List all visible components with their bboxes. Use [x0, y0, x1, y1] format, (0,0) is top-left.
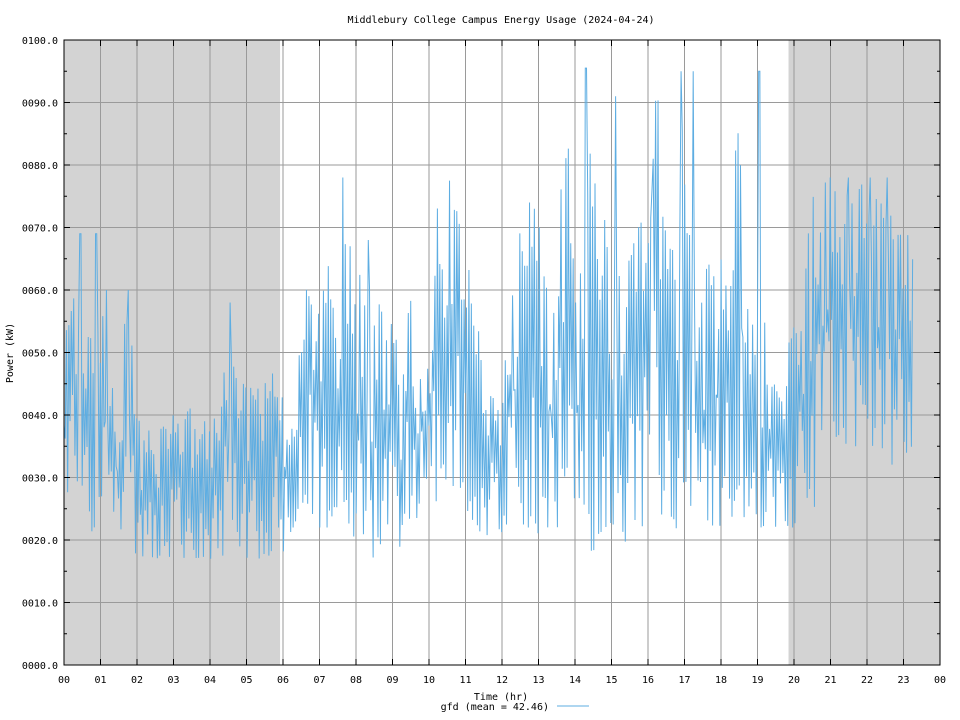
y-tick-label-4: 0040.0: [22, 411, 58, 422]
x-tick-label-8: 08: [350, 675, 362, 686]
y-tick-label-8: 0080.0: [22, 161, 58, 172]
x-axis-label: Time (hr): [474, 692, 528, 703]
x-tick-label-12: 12: [496, 675, 508, 686]
x-tick-label-7: 07: [313, 675, 325, 686]
x-tick-label-3: 03: [167, 675, 179, 686]
x-tick-label-22: 22: [861, 675, 873, 686]
y-axis-label: Power (kW): [5, 323, 16, 383]
x-tick-label-11: 11: [459, 675, 471, 686]
x-tick-label-20: 20: [788, 675, 800, 686]
x-tick-label-1: 01: [94, 675, 106, 686]
x-tick-label-6: 06: [277, 675, 289, 686]
x-tick-label-10: 10: [423, 675, 435, 686]
x-tick-label-14: 14: [569, 675, 581, 686]
data-series-gfd: [63, 67, 914, 559]
x-tick-label-21: 21: [824, 675, 836, 686]
x-tick-label-0: 00: [58, 675, 70, 686]
legend-label: gfd (mean = 42.46): [441, 702, 549, 713]
y-tick-label-2: 0020.0: [22, 536, 58, 547]
legend: gfd (mean = 42.46): [441, 702, 589, 713]
y-tick-label-9: 0090.0: [22, 99, 58, 110]
y-tick-label-10: 0100.0: [22, 36, 58, 47]
y-tick-label-3: 0030.0: [22, 474, 58, 485]
axis-ticks: [63, 39, 941, 666]
x-tick-label-24: 00: [934, 675, 946, 686]
x-tick-label-9: 09: [386, 675, 398, 686]
x-tick-label-18: 18: [715, 675, 727, 686]
chart-title: Middlebury College Campus Energy Usage (…: [347, 15, 654, 26]
series-line-gfd: [63, 67, 914, 559]
y-tick-label-6: 0060.0: [22, 286, 58, 297]
x-tick-label-17: 17: [678, 675, 690, 686]
y-tick-label-5: 0050.0: [22, 349, 58, 360]
x-tick-label-23: 23: [897, 675, 909, 686]
x-tick-label-13: 13: [532, 675, 544, 686]
x-tick-label-4: 04: [204, 675, 216, 686]
x-tick-label-5: 05: [240, 675, 252, 686]
y-tick-label-1: 0010.0: [22, 599, 58, 610]
x-tick-label-15: 15: [605, 675, 617, 686]
y-tick-label-7: 0070.0: [22, 224, 58, 235]
x-tick-labels: 00 01 02 03 04 05 06 07 08 09 10 11 12 13 14 15 16 17 18 19…: [58, 675, 946, 686]
x-tick-label-19: 19: [751, 675, 763, 686]
x-tick-label-2: 02: [131, 675, 143, 686]
y-tick-label-0: 0000.0: [22, 661, 58, 672]
y-tick-labels: 0000.0 0010.0 0020.0 0030.0 0040.0 0050.0 0060…: [22, 36, 58, 672]
x-tick-label-16: 16: [642, 675, 654, 686]
